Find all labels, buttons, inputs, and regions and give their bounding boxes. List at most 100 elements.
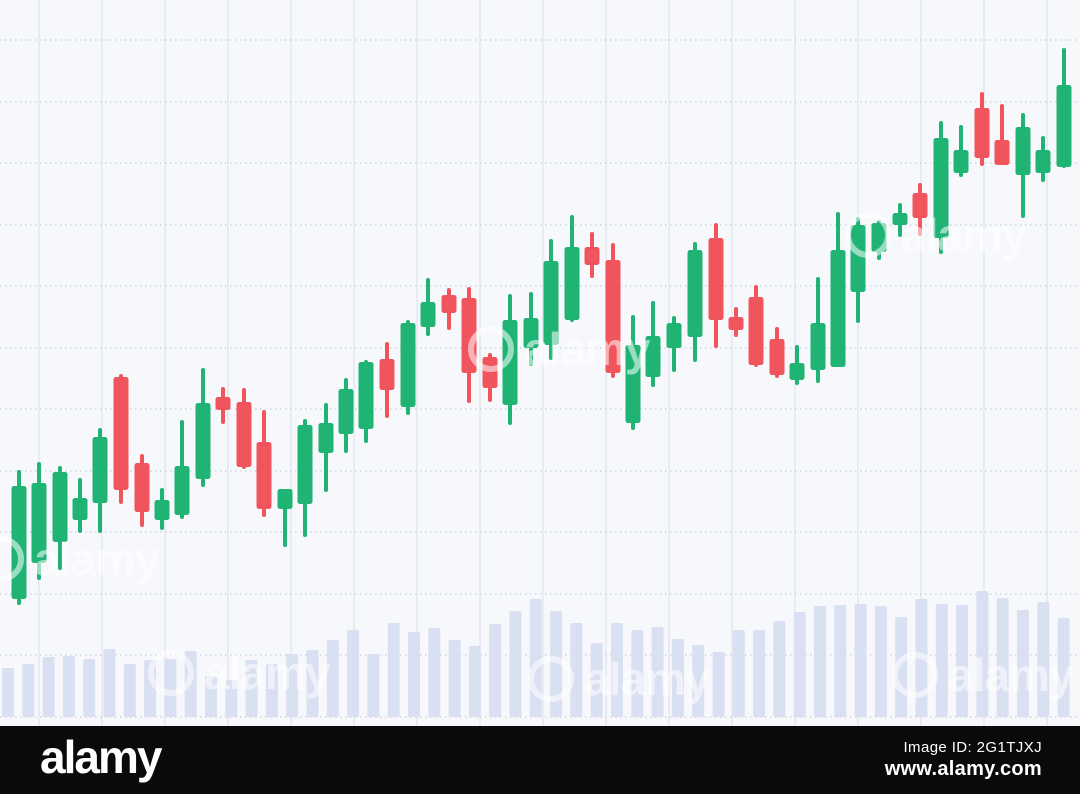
candle-body (358, 362, 374, 429)
candle-body (215, 397, 231, 410)
volume-bar (306, 650, 319, 717)
candle-body (174, 466, 190, 515)
volume-bar (62, 656, 75, 717)
volume-bar (550, 611, 563, 717)
candle-body (52, 472, 68, 542)
candle-body (605, 260, 621, 373)
volume-bar (631, 630, 644, 717)
candle-body (11, 486, 27, 599)
candle-body (113, 377, 129, 490)
volume-bar (489, 624, 502, 717)
candle-body (338, 389, 354, 434)
volume-bar (732, 630, 745, 717)
candle-body (974, 108, 990, 158)
volume-bar (671, 639, 684, 717)
volume-bar (2, 668, 14, 717)
candle-body (708, 238, 724, 320)
volume-bar (895, 617, 908, 717)
volume-bar (225, 680, 238, 717)
volume-bar (83, 659, 96, 717)
volume-bar (265, 664, 278, 717)
candle-body (379, 359, 395, 390)
candle-body (687, 250, 703, 337)
alamy-url-text: www.alamy.com (884, 758, 1042, 781)
volume-bar (326, 640, 339, 717)
volume-bar (123, 664, 136, 717)
candle-body (953, 150, 969, 173)
candle-body (933, 138, 949, 238)
volume-bar (367, 654, 380, 717)
volume-bar (854, 604, 867, 717)
footer-watermark-bar: alamy Image ID: 2G1TJXJ www.alamy.com (0, 726, 1080, 794)
volume-bar (996, 598, 1009, 717)
volume-bar (814, 606, 826, 717)
candle-body (297, 425, 313, 504)
volume-bar (915, 599, 928, 717)
volume-bar (651, 627, 664, 717)
candle-body (134, 463, 150, 512)
candle-body (1056, 85, 1072, 167)
candle-body (72, 498, 88, 520)
candle-body (420, 302, 436, 327)
alamy-logo: alamy (40, 731, 162, 783)
candle-body (769, 339, 785, 375)
candle-body (645, 336, 661, 377)
volume-bar (103, 649, 116, 717)
candle-body (564, 247, 580, 320)
candle-body (277, 489, 293, 509)
image-id-text: Image ID: 2G1TJXJ (903, 738, 1042, 756)
volume-bar (529, 599, 542, 717)
candle-body (871, 223, 887, 252)
chart-canvas (0, 0, 1080, 726)
volume-bar (773, 621, 786, 717)
candle-body (502, 320, 518, 405)
volume-bar (184, 651, 197, 717)
candle-body (31, 483, 47, 563)
volume-bar (22, 664, 35, 717)
candle-body (892, 213, 908, 225)
candle-body (789, 363, 805, 380)
candle-body (912, 193, 928, 218)
candle-body (318, 423, 334, 453)
candle-body (625, 345, 641, 423)
volume-bar (245, 660, 258, 717)
volume-bar (956, 605, 969, 717)
volume-bar (347, 630, 360, 717)
candle-body (748, 297, 764, 365)
candle-body (92, 437, 108, 503)
candle-body (1015, 127, 1031, 175)
candle-body (584, 247, 600, 265)
volume-bar (935, 604, 948, 717)
volume-bar (1057, 618, 1070, 717)
volume-bar (387, 623, 400, 717)
volume-bar (408, 632, 420, 717)
candle-body (994, 140, 1010, 165)
volume-bar (874, 606, 887, 717)
volume-bar (976, 591, 989, 717)
volume-bar (793, 612, 806, 717)
candle-body (195, 403, 211, 479)
image-credit: Image ID: 2G1TJXJ www.alamy.com (885, 738, 1042, 783)
volume-bar (509, 611, 522, 717)
volume-bar (712, 652, 725, 717)
volume-bar (42, 657, 55, 717)
candle-body (850, 225, 866, 292)
volume-bar (611, 623, 623, 717)
candle-body (461, 298, 477, 373)
volume-bar (570, 623, 583, 717)
volume-bar (468, 646, 481, 717)
volume-bar (286, 654, 299, 717)
volume-bar (205, 676, 217, 717)
volume-bar (753, 630, 766, 717)
candle-body (441, 295, 457, 313)
volume-bar (164, 659, 177, 717)
candle-body (666, 323, 682, 348)
candle-body (400, 323, 416, 407)
candle-body (236, 402, 252, 467)
candle-body (523, 318, 539, 348)
volume-bar (448, 640, 461, 717)
candle-body (482, 357, 498, 388)
candle-body (543, 261, 559, 345)
candle-body (256, 442, 272, 509)
